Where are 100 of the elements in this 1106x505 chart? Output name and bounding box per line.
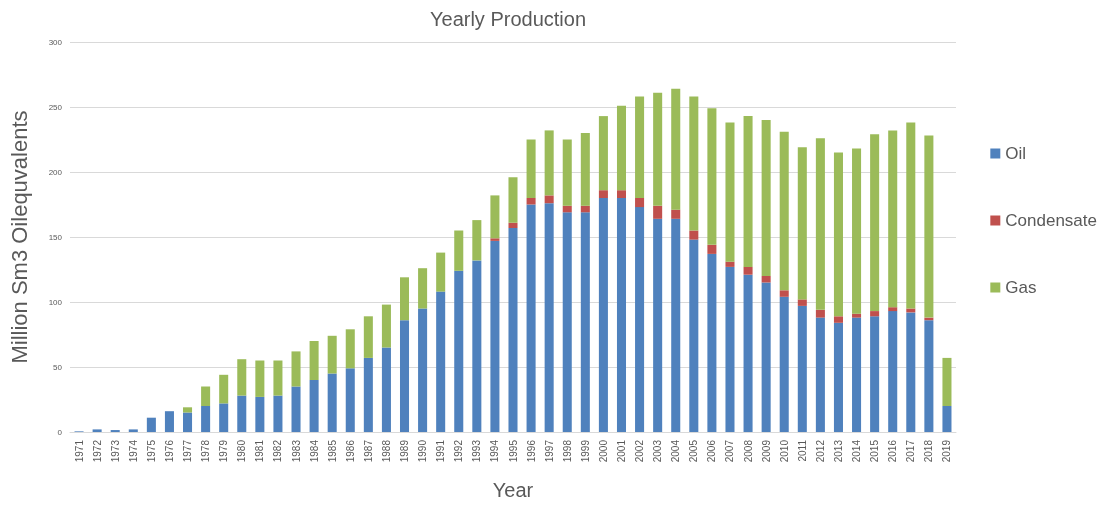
bar	[544, 203, 554, 432]
bar	[273, 360, 283, 396]
bar	[797, 305, 807, 432]
bar	[833, 152, 843, 317]
bar	[508, 227, 518, 432]
bar	[870, 134, 880, 312]
x-tick-label: 2003	[652, 439, 664, 463]
x-tick-label: 1973	[109, 439, 121, 463]
bar	[888, 130, 898, 308]
x-tick-label: 1998	[561, 439, 573, 463]
bar	[906, 122, 916, 309]
bar	[924, 135, 934, 318]
bar	[671, 218, 681, 432]
x-tick-label: 1992	[453, 439, 465, 463]
y-tick-label: 250	[48, 102, 63, 112]
bar	[436, 291, 446, 432]
x-tick-label: 1996	[525, 439, 537, 463]
x-tick-label: 1972	[91, 439, 103, 463]
bar	[146, 417, 156, 432]
x-tick-label: 1977	[182, 439, 194, 463]
bar	[779, 290, 789, 297]
bar	[761, 282, 771, 432]
bar	[779, 131, 789, 291]
x-tick-label: 2013	[832, 439, 844, 463]
y-tick-label: 200	[48, 167, 63, 177]
bar	[399, 320, 410, 432]
bar	[562, 205, 572, 213]
bar	[870, 311, 880, 317]
bar	[490, 238, 500, 241]
bar	[743, 116, 753, 267]
x-tick-label: 2010	[778, 439, 790, 463]
bar	[580, 133, 590, 206]
bar	[725, 122, 735, 262]
bar	[616, 198, 627, 432]
x-tick-label: 2015	[869, 439, 881, 463]
x-tick-label: 1991	[435, 439, 447, 463]
bar	[761, 276, 771, 283]
bar	[345, 368, 355, 432]
bar	[653, 218, 663, 432]
bar	[508, 222, 518, 228]
bar	[526, 139, 536, 198]
bar	[707, 253, 717, 432]
x-tick-label: 1975	[145, 439, 157, 463]
bar	[544, 130, 554, 196]
bar	[291, 386, 301, 432]
bar	[418, 308, 428, 432]
y-tick-label: 150	[48, 232, 63, 242]
y-tick-label: 0	[57, 427, 63, 437]
bar	[255, 396, 265, 432]
bar	[237, 395, 247, 432]
x-tick-label: 1990	[417, 439, 429, 463]
x-tick-label: 1999	[579, 439, 591, 463]
bar	[942, 406, 952, 432]
bar	[761, 120, 771, 276]
x-tick-label: 2012	[814, 439, 826, 463]
bar	[381, 347, 391, 432]
bar	[743, 274, 753, 432]
x-tick-label: 2007	[724, 439, 736, 463]
bar	[707, 108, 717, 245]
x-tick-label: 1978	[200, 439, 212, 463]
y-tick-label: 300	[48, 37, 63, 47]
x-tick-label: 1979	[218, 439, 230, 463]
x-tick-label: 2008	[742, 439, 754, 463]
bar	[183, 412, 193, 432]
bar	[454, 230, 464, 271]
bar	[653, 92, 663, 206]
y-tick-label: 50	[53, 362, 63, 372]
x-tick-label: 1986	[344, 439, 356, 463]
bar	[345, 329, 355, 369]
bar	[689, 230, 699, 240]
bar	[183, 407, 193, 413]
x-tick-label: 1989	[399, 439, 411, 463]
bar	[219, 403, 229, 432]
bar	[815, 317, 825, 432]
bar	[128, 429, 138, 432]
bar	[797, 147, 807, 300]
legend-label: Gas	[1005, 278, 1037, 297]
bar	[888, 307, 898, 312]
x-tick-label: 2016	[887, 439, 899, 463]
bar	[526, 198, 536, 205]
x-tick-label: 1982	[272, 439, 284, 463]
bar	[291, 351, 301, 387]
bar	[92, 429, 102, 432]
bar	[635, 198, 645, 208]
bar	[363, 357, 373, 432]
bar	[924, 320, 934, 432]
bar	[598, 198, 608, 432]
bar	[616, 105, 627, 191]
x-tick-label: 1985	[326, 439, 338, 463]
bar	[544, 195, 554, 204]
bar	[725, 266, 735, 432]
legend-label: Oil	[1005, 144, 1027, 163]
bar	[598, 116, 608, 191]
bar	[436, 252, 446, 292]
x-tick-label: 2014	[851, 439, 863, 463]
bar	[237, 359, 247, 396]
bar	[309, 341, 319, 380]
x-tick-label: 2019	[941, 439, 953, 463]
bar	[472, 260, 482, 432]
bar	[906, 312, 916, 432]
